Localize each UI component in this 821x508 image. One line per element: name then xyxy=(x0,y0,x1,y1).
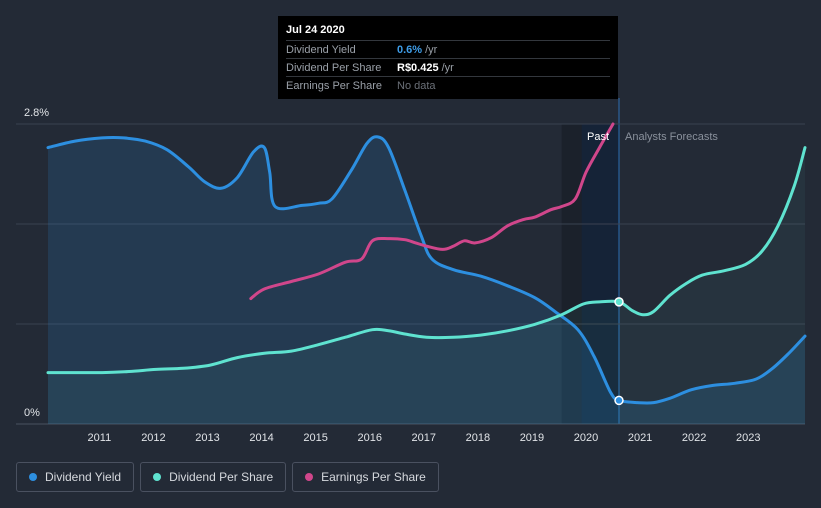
x-tick-label: 2023 xyxy=(736,432,760,444)
past-region-label: Past xyxy=(587,131,609,143)
legend-dot-dividend-yield xyxy=(29,473,37,481)
tooltip-value: R$0.425 xyxy=(397,61,439,74)
tooltip-row-dividend-yield: Dividend Yield 0.6% /yr xyxy=(286,40,610,58)
y-axis-bottom-label: 0% xyxy=(24,407,40,419)
tooltip-unit: /yr xyxy=(425,43,438,56)
x-tick-label: 2019 xyxy=(520,432,544,444)
tooltip-unit: /yr xyxy=(441,61,454,74)
chart-labels: 2.8% 0% Past Analysts Forecasts xyxy=(24,107,718,419)
tooltip-value: No data xyxy=(397,79,436,92)
x-tick-label: 2017 xyxy=(412,432,436,444)
x-tick-label: 2021 xyxy=(628,432,652,444)
x-axis-tick-labels: 2011 2012 2013 2014 2015 2016 2017 2018 2019 2020… xyxy=(88,432,761,444)
x-tick-label: 2013 xyxy=(195,432,219,444)
hover-highlight-band xyxy=(581,124,619,424)
x-tick-label: 2022 xyxy=(682,432,706,444)
x-tick-label: 2015 xyxy=(303,432,327,444)
legend-item-dividend-per-share[interactable]: Dividend Per Share xyxy=(140,462,287,492)
x-tick-label: 2020 xyxy=(574,432,598,444)
legend-item-earnings-per-share[interactable]: Earnings Per Share xyxy=(292,462,439,492)
chart-legend: Dividend Yield Dividend Per Share Earnin… xyxy=(16,462,439,492)
x-tick-label: 2012 xyxy=(141,432,165,444)
area-yield xyxy=(48,136,805,424)
legend-dot-earnings-per-share xyxy=(305,473,314,481)
legend-label: Dividend Per Share xyxy=(169,470,274,484)
legend-label: Earnings Per Share xyxy=(321,470,426,484)
chart-background-bands xyxy=(561,98,620,424)
x-tick-label: 2016 xyxy=(357,432,381,444)
tooltip-label: Dividend Per Share xyxy=(286,61,382,74)
x-tick-label: 2018 xyxy=(466,432,490,444)
legend-label: Dividend Yield xyxy=(45,470,122,484)
highlight-point-yield xyxy=(614,395,624,406)
hover-tooltip: Jul 24 2020 Dividend Yield 0.6% /yr Divi… xyxy=(278,16,618,99)
tooltip-date: Jul 24 2020 xyxy=(286,24,345,36)
line-dps xyxy=(46,146,807,375)
chart-series-lines xyxy=(46,122,807,405)
x-tick-label: 2014 xyxy=(249,432,273,444)
legend-dot-dividend-per-share xyxy=(153,473,162,481)
forecast-region-label: Analysts Forecasts xyxy=(625,131,718,143)
legend-item-dividend-yield[interactable]: Dividend Yield xyxy=(16,462,135,492)
y-axis-top-label: 2.8% xyxy=(24,107,49,119)
tooltip-row-earnings-per-share: Earnings Per Share No data xyxy=(286,76,610,94)
line-eps xyxy=(249,122,615,301)
chart-gridlines xyxy=(16,123,805,425)
x-tick-label: 2011 xyxy=(88,432,112,444)
tooltip-label: Dividend Yield xyxy=(286,43,356,56)
area-dps xyxy=(48,147,805,424)
chart-highlight-points xyxy=(614,297,624,406)
tooltip-value: 0.6% xyxy=(397,43,423,56)
chart-area-fills xyxy=(48,136,805,424)
line-yield xyxy=(46,135,807,405)
tooltip-label: Earnings Per Share xyxy=(286,79,382,92)
highlight-point-dps xyxy=(614,297,624,307)
tooltip-row-dividend-per-share: Dividend Per Share R$0.425 /yr xyxy=(286,58,610,76)
